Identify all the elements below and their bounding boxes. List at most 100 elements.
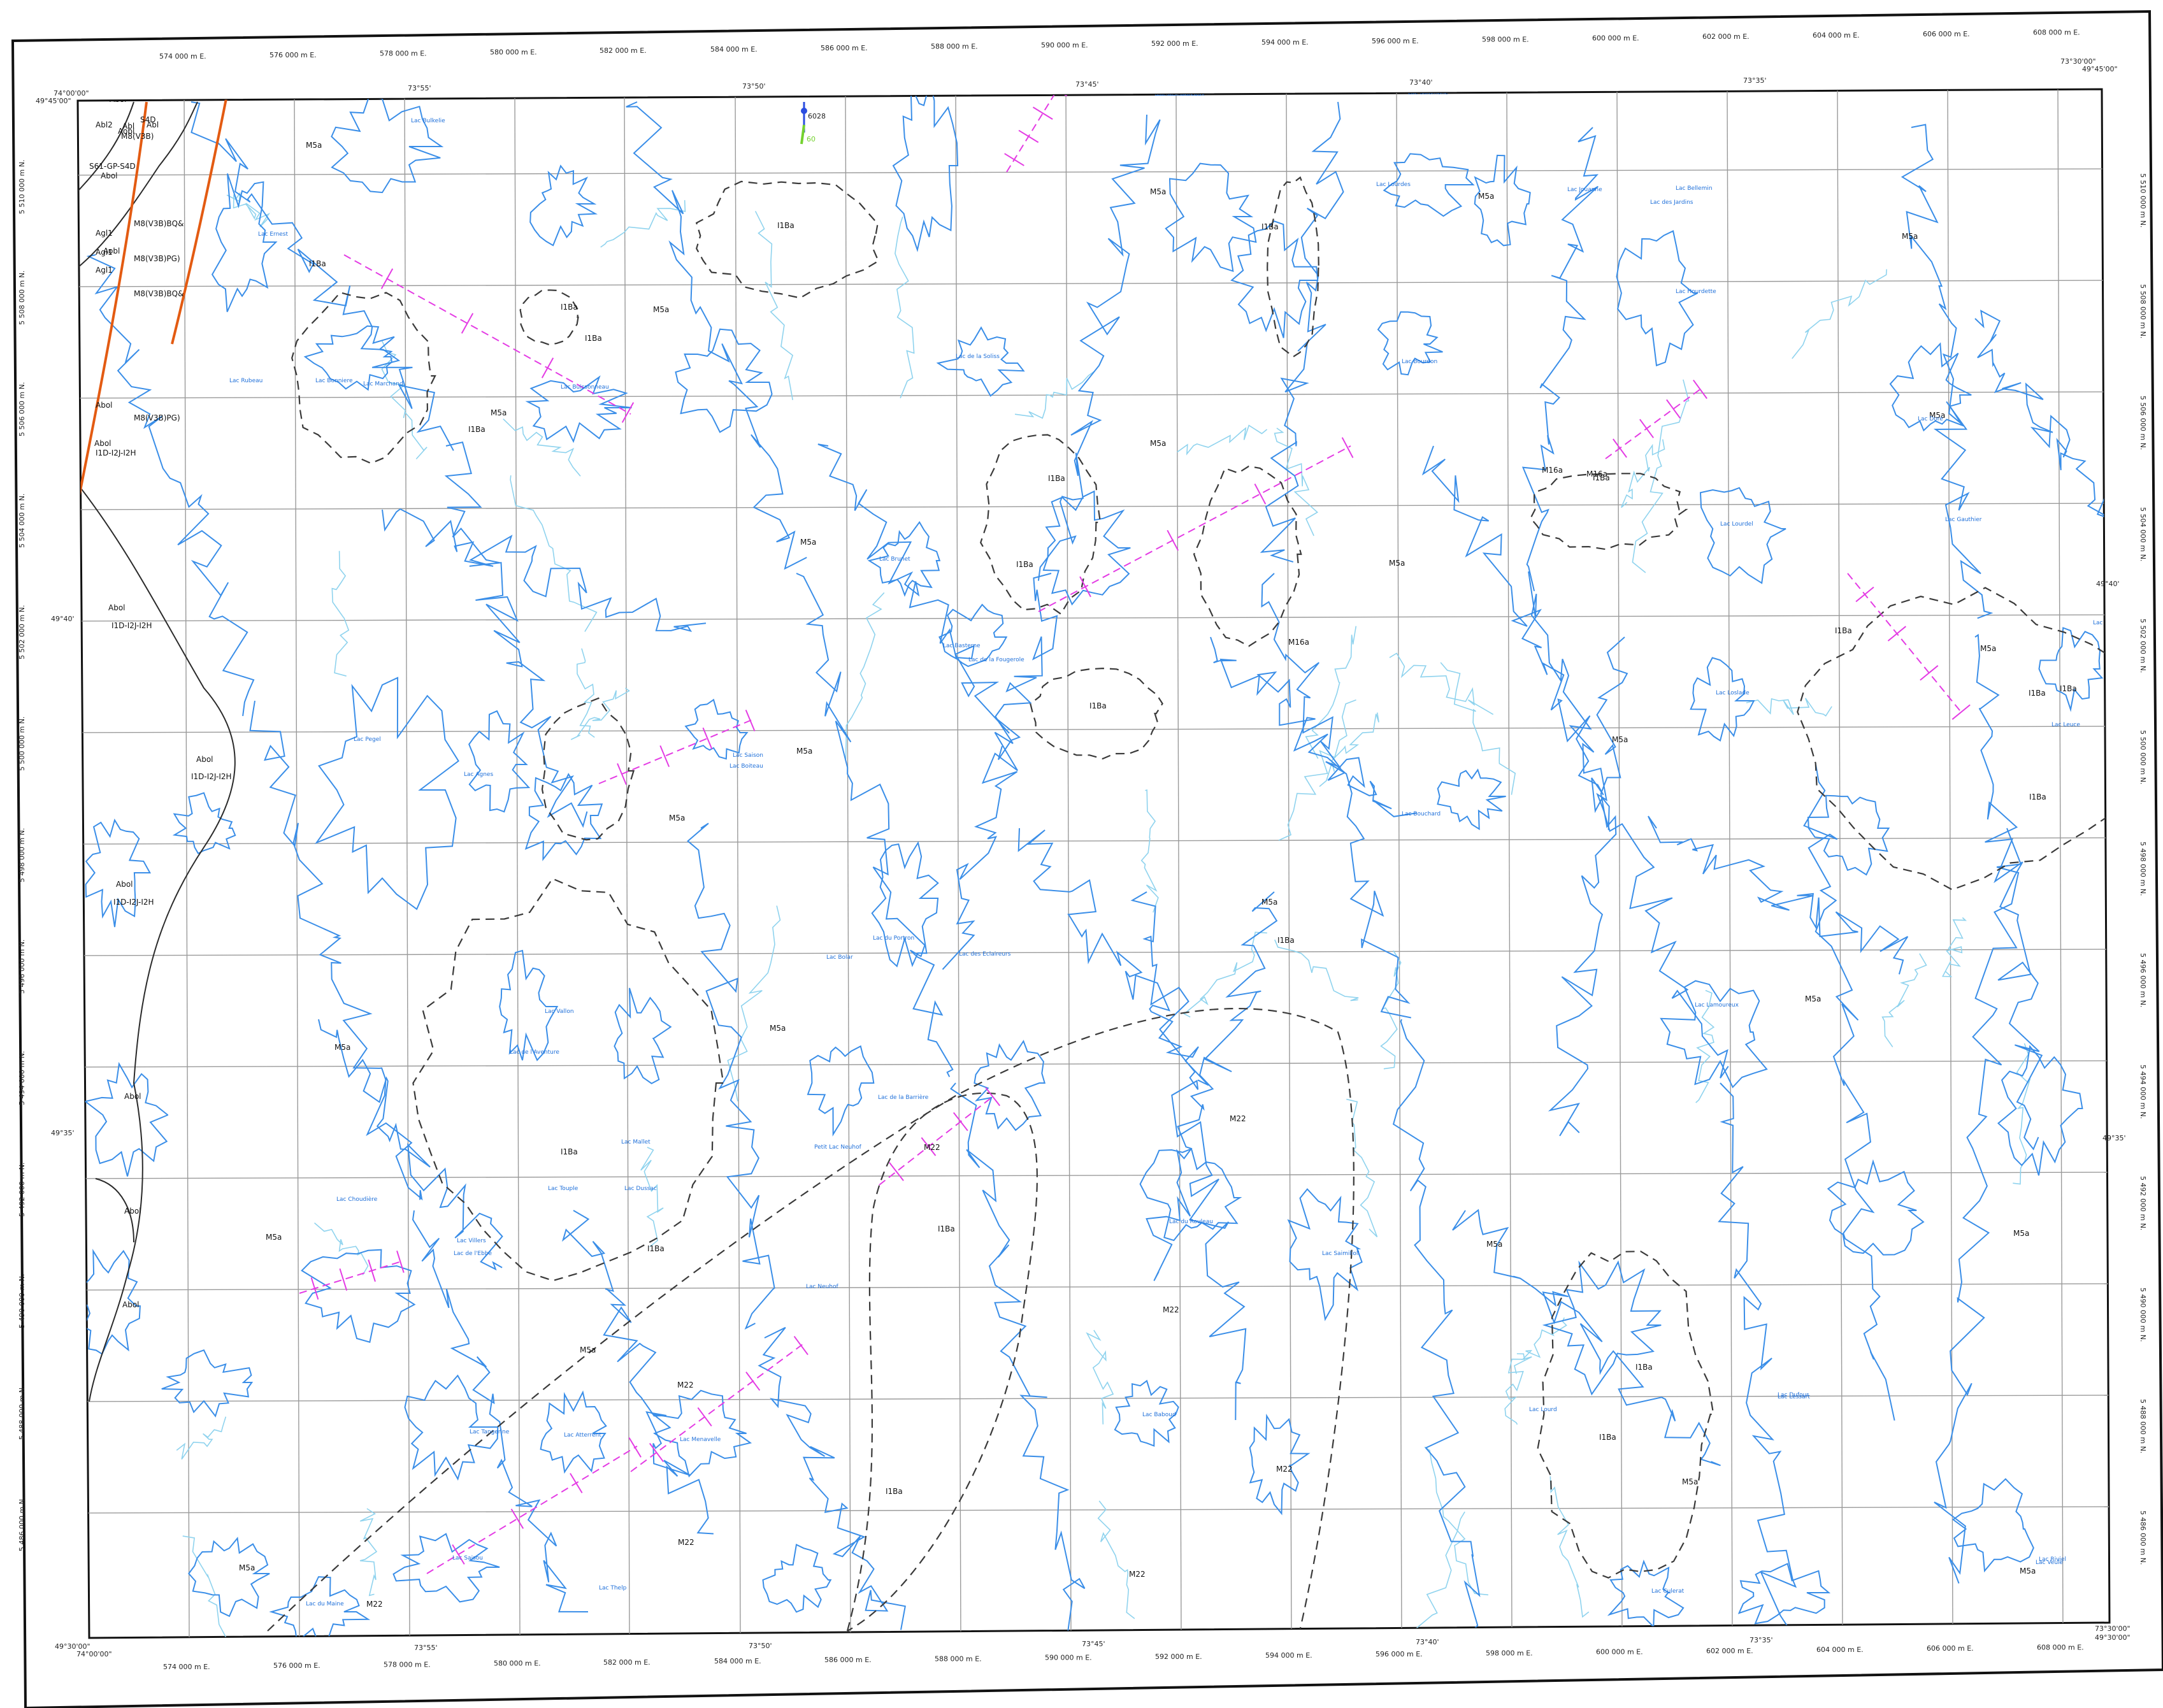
- northing-label-right: 5 500 000 m N.: [2139, 730, 2147, 784]
- grid-northing-line: [78, 1283, 2109, 1291]
- grid-easting-line: [1506, 89, 1513, 1638]
- lake-outline: [1660, 980, 1768, 1089]
- lake-outline: [936, 326, 1025, 397]
- minor-streams: [176, 192, 2031, 1638]
- geology-unit-label: M22: [924, 1143, 940, 1152]
- northing-label-left: 5 504 000 m N.: [18, 494, 26, 548]
- river-line: [1803, 764, 1895, 1421]
- geology-unit-label: M5a: [1150, 439, 1166, 448]
- easting-label-top: 580 000 m E.: [490, 48, 537, 56]
- grid-easting-line: [404, 89, 410, 1638]
- lake-label: Lac Larochelle: [2093, 620, 2134, 626]
- lake-outline: [614, 987, 672, 1084]
- geology-unit-label: I1Ba: [2060, 684, 2077, 693]
- geology-unit-label: M22: [1163, 1305, 1179, 1314]
- lake-outline: [1165, 162, 1257, 273]
- river-line: [1037, 114, 1161, 581]
- magnetic-tick: [1920, 665, 1939, 681]
- geology-unit-label: M5a: [1261, 898, 1277, 907]
- geology-unit-label: I1Ba: [1277, 936, 1295, 945]
- lake-label: Lac Bonniere: [315, 378, 353, 384]
- river-line: [1528, 571, 1729, 1079]
- geology-unit-label: M5a: [770, 1024, 786, 1033]
- northing-label-left: 5 488 000 m N.: [18, 1386, 26, 1440]
- northing-label-left: 5 500 000 m N.: [18, 717, 26, 771]
- lake-label: Lac Thelp: [599, 1585, 627, 1591]
- lake-outline: [303, 325, 395, 391]
- geology-unit-label: I1Ba: [468, 425, 485, 434]
- easting-label-bottom: 578 000 m E.: [384, 1660, 431, 1669]
- minor-stream: [182, 1535, 261, 1638]
- lake-label: Petit Lac Neuhof: [814, 1144, 862, 1151]
- easting-label-top: 584 000 m E.: [710, 45, 758, 54]
- river-line: [1934, 828, 2022, 1584]
- geology-unit-label: I1Ba: [2029, 689, 2046, 698]
- minor-stream: [1632, 379, 1690, 573]
- inferred-contact: [1030, 667, 1163, 760]
- magnetic-tick: [793, 1335, 808, 1356]
- magnetic-tick: [621, 402, 635, 423]
- lake-label: Lac Bellemin: [1676, 185, 1713, 192]
- lake-outline: [1042, 490, 1131, 606]
- geology-unit-label: Agl1: [96, 266, 113, 275]
- lake-label: Lac Saimilioll: [1322, 1251, 1360, 1257]
- northing-label-right: 5 490 000 m N.: [2139, 1288, 2147, 1342]
- river-line: [1260, 101, 1344, 563]
- lake-label: Lac Neuhof: [806, 1284, 839, 1290]
- magnetic-tick: [1887, 626, 1906, 642]
- easting-label-top: 606 000 m E.: [1923, 30, 1970, 38]
- easting-label-top: 590 000 m E.: [1041, 41, 1088, 49]
- lake-outline: [1889, 342, 1972, 432]
- lake-outline: [974, 1040, 1046, 1131]
- geology-unit-label: M5a: [266, 1233, 282, 1242]
- geology-unit-label: M8(V3B)BQ&: [134, 219, 183, 228]
- grid-easting-line: [955, 89, 961, 1638]
- lake-outline: [1287, 1188, 1363, 1321]
- magnetic-tick: [1639, 419, 1654, 438]
- geology-unit-label: Abol: [110, 95, 127, 104]
- lake-label: Lac de l'Aventure: [510, 1049, 559, 1056]
- lake-outline: [161, 1349, 254, 1417]
- magnetic-tick: [452, 1544, 465, 1565]
- lake-label: Lac Brunet: [879, 556, 910, 563]
- minor-stream: [331, 550, 350, 677]
- minor-stream: [359, 1508, 378, 1597]
- geology-unit-label: M5a: [653, 305, 669, 314]
- easting-label-bottom: 586 000 m E.: [824, 1656, 872, 1664]
- easting-label-top: 578 000 m E.: [380, 50, 427, 58]
- minor-stream: [1397, 1511, 1465, 1638]
- magnetic-tick: [541, 357, 554, 378]
- marker-label-blue: 6028: [808, 112, 826, 120]
- easting-label-top: 600 000 m E.: [1592, 34, 1639, 42]
- lake-outline: [404, 1374, 499, 1481]
- geology-unit-label: M22: [1129, 1570, 1146, 1579]
- grid-northing-line: [78, 1506, 2109, 1514]
- lake-outline: [525, 375, 632, 443]
- easting-label-bottom: 582 000 m E.: [603, 1658, 650, 1667]
- river-line: [412, 1210, 589, 1612]
- faults: [78, 98, 227, 504]
- geology-unit-label: I1Ba: [886, 1487, 903, 1496]
- lake-outline: [1114, 1379, 1179, 1447]
- minor-stream: [1621, 439, 1665, 508]
- geology-unit-label: Abol: [124, 1092, 141, 1101]
- geology-unit-label: M8(V3B)PG): [134, 413, 180, 422]
- magnetic-tick: [368, 1259, 376, 1282]
- lake-label: Lac Dussac: [624, 1186, 657, 1192]
- minor-stream: [895, 216, 915, 399]
- minor-stream: [1086, 1330, 1114, 1425]
- geology-unit-label: I1Ba: [585, 334, 602, 343]
- magnetic-tick: [745, 710, 756, 731]
- minor-stream: [1177, 424, 1268, 456]
- river-line: [561, 1210, 714, 1535]
- geology-unit-label: Abl: [147, 120, 159, 129]
- sample-markers: 6028 60: [800, 102, 826, 145]
- grid-easting-line: [1837, 89, 1843, 1638]
- magnetic-lineament: [879, 1095, 995, 1186]
- geology-unit-label: I1Ba: [938, 1224, 955, 1233]
- lake-label: Lac Lamoureux: [1695, 1002, 1739, 1008]
- magnetic-tick: [628, 1437, 642, 1458]
- longitude-tick-bottom: 73°50': [749, 1642, 772, 1650]
- easting-label-bottom: 590 000 m E.: [1045, 1654, 1092, 1662]
